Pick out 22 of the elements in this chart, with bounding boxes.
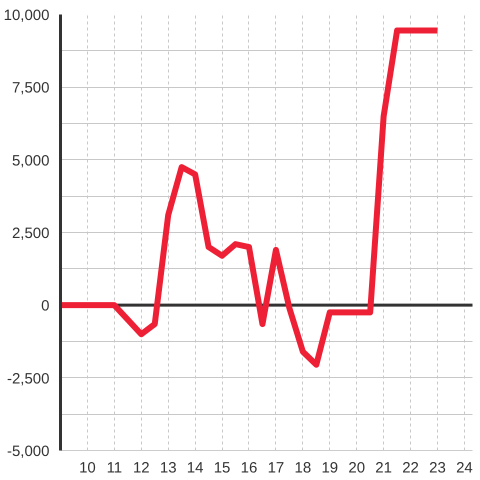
y-tick-label: 5,000: [12, 152, 50, 170]
x-tick-label: 10: [79, 460, 96, 476]
x-tick-label: 15: [214, 460, 230, 476]
x-tick-label: 18: [294, 460, 312, 476]
y-tick-label: 10,000: [4, 7, 50, 24]
x-tick-label: 13: [160, 460, 177, 476]
x-tick-label: 17: [268, 460, 284, 476]
y-tick-label: -2,500: [6, 370, 50, 388]
x-tick-label: 20: [348, 460, 366, 476]
x-tick-label: 22: [402, 460, 419, 476]
x-tick-label: 23: [429, 460, 446, 476]
y-tick-label: 7,500: [12, 80, 50, 97]
x-tick-label: 24: [456, 460, 473, 476]
x-tick-label: 19: [321, 460, 338, 476]
x-tick-label: 16: [240, 460, 258, 476]
y-tick-label: -5,000: [6, 443, 50, 460]
x-tick-label: 14: [186, 460, 204, 476]
x-tick-label: 21: [375, 460, 392, 476]
y-tick-label: 2,500: [12, 225, 50, 242]
y-tick-label: 0: [41, 298, 50, 315]
x-tick-label: 12: [132, 460, 150, 476]
x-tick-label: 11: [106, 460, 122, 476]
